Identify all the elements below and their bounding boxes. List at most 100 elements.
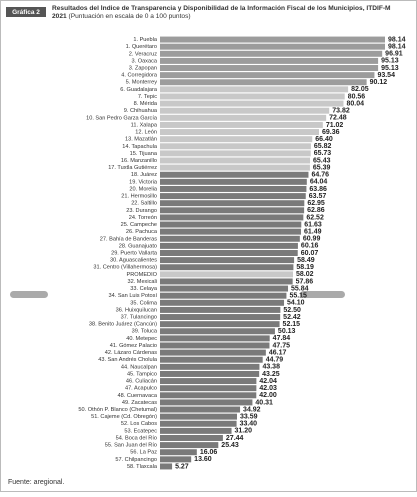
y-tick-label: 29. Puerto Vallarta: [111, 250, 158, 256]
bar: [160, 456, 192, 463]
bar: [160, 36, 385, 43]
y-tick-label: 11. Xalapa: [131, 122, 158, 128]
source: Fuente: aregional.: [8, 479, 64, 486]
value-label: 43.25: [262, 371, 280, 378]
value-label: 33.40: [240, 421, 258, 428]
bar: [160, 413, 238, 420]
y-tick-label: 47. Acapulco: [125, 386, 157, 392]
y-tick-label: 15. Tijuana: [130, 151, 158, 157]
bar: [160, 271, 294, 278]
y-tick-label: 2. Veracruz: [129, 51, 157, 57]
bar: [160, 420, 237, 427]
title-box: Resultados del Índice de Transparencia y…: [52, 5, 391, 20]
value-label: 63.57: [309, 193, 327, 200]
y-tick-label: 24. Torreón: [129, 215, 157, 221]
y-tick-label: 20. Morelia: [129, 186, 158, 192]
bar: [160, 285, 289, 292]
y-tick-label: 55. San Juan del Río: [105, 443, 157, 449]
y-tick-label: 9. Chihuahua: [124, 108, 158, 114]
bar: [160, 57, 379, 64]
y-tick-label: 34. San Luis Potosí: [108, 293, 157, 299]
y-tick-label: 41. Gómez Palacio: [110, 343, 157, 349]
y-tick-label: 13. Mazatlán: [125, 137, 157, 143]
bar: [160, 356, 263, 363]
value-label: 42.04: [259, 378, 277, 385]
y-tick-label: 6. Guadalajara: [120, 87, 158, 93]
y-tick-label: 46. Culiacán: [126, 379, 157, 385]
value-label: 46.17: [269, 349, 287, 356]
bar: [160, 150, 311, 157]
value-label: 61.63: [304, 221, 322, 228]
bar: [160, 463, 173, 470]
value-label: 43.38: [262, 364, 280, 371]
bar: [160, 321, 280, 328]
y-tick-label: 42. Lázaro Cárdenas: [105, 350, 157, 356]
y-tick-label: 7. Tepic: [138, 94, 157, 100]
y-tick-label: 58. Tlaxcala: [127, 464, 158, 470]
y-tick-label: 38. Benito Juárez (Cancún): [89, 322, 157, 328]
value-label: 60.07: [301, 250, 319, 257]
bar: [160, 164, 310, 171]
bar: [160, 93, 345, 100]
y-tick-label: 27. Bahía de Banderas: [100, 236, 157, 242]
y-tick-label: 57. Chilpancingo: [115, 457, 157, 463]
y-tick-label: 44. Naucalpan: [121, 364, 157, 370]
value-label: 98.14: [388, 36, 406, 43]
bar: [160, 378, 257, 385]
y-tick-label: 1. Puebla: [133, 37, 158, 43]
value-label: 16.06: [200, 449, 218, 456]
value-label: 82.05: [351, 86, 369, 93]
bar: [160, 399, 253, 406]
y-tick-label: PROMEDIO: [127, 272, 158, 278]
y-tick-label: 48. Cuernavaca: [118, 393, 158, 399]
value-label: 71.02: [326, 122, 344, 129]
value-label: 64.76: [311, 172, 329, 179]
value-label: 42.00: [259, 392, 277, 399]
value-label: 5.27: [175, 463, 189, 470]
y-tick-label: 5. Monterrey: [126, 80, 158, 86]
value-label: 61.49: [304, 228, 322, 235]
y-tick-label: 32. Mexicali: [127, 279, 157, 285]
bar: [160, 257, 295, 264]
value-label: 50.13: [278, 328, 296, 335]
bar: [160, 65, 379, 72]
value-label: 62.95: [307, 200, 325, 207]
y-tick-label: 33. Celaya: [130, 286, 158, 292]
value-label: 52.50: [283, 307, 301, 314]
bar: [160, 228, 301, 235]
value-label: 65.39: [313, 164, 331, 171]
y-tick-label: 16. Manzanillo: [121, 158, 157, 164]
bar: [160, 193, 306, 200]
value-label: 60.99: [303, 236, 321, 243]
bar: [160, 434, 223, 441]
y-tick-label: 25. Campeche: [121, 222, 157, 228]
bar: [160, 242, 298, 249]
value-label: 93.54: [377, 72, 395, 79]
bar: [160, 406, 241, 413]
value-label: 31.20: [235, 428, 253, 435]
value-label: 33.59: [240, 413, 258, 420]
y-tick-label: 43. San Andrés Cholula: [98, 357, 158, 363]
bar: [160, 427, 232, 434]
bar: [160, 442, 219, 449]
y-tick-label: 17. Tuxtla Gutiérrez: [108, 165, 157, 171]
value-label: 13.60: [194, 456, 212, 463]
bar: [160, 449, 197, 456]
bar: [160, 335, 270, 342]
y-tick-label: 18. Juárez: [131, 172, 157, 178]
bar: [160, 392, 257, 399]
badge-box: [6, 7, 46, 17]
y-tick-label: 8. Mérida: [134, 101, 158, 107]
value-label: 95.13: [381, 58, 399, 65]
value-label: 63.86: [309, 186, 327, 193]
bar: [160, 349, 266, 356]
value-label: 90.12: [370, 79, 388, 86]
value-label: 65.82: [314, 143, 332, 150]
bar: [160, 157, 311, 164]
value-label: 40.31: [255, 399, 273, 406]
bar: [160, 207, 305, 214]
y-tick-label: 26. Pachuca: [126, 229, 158, 235]
badge: Gráfica 2: [12, 9, 40, 16]
